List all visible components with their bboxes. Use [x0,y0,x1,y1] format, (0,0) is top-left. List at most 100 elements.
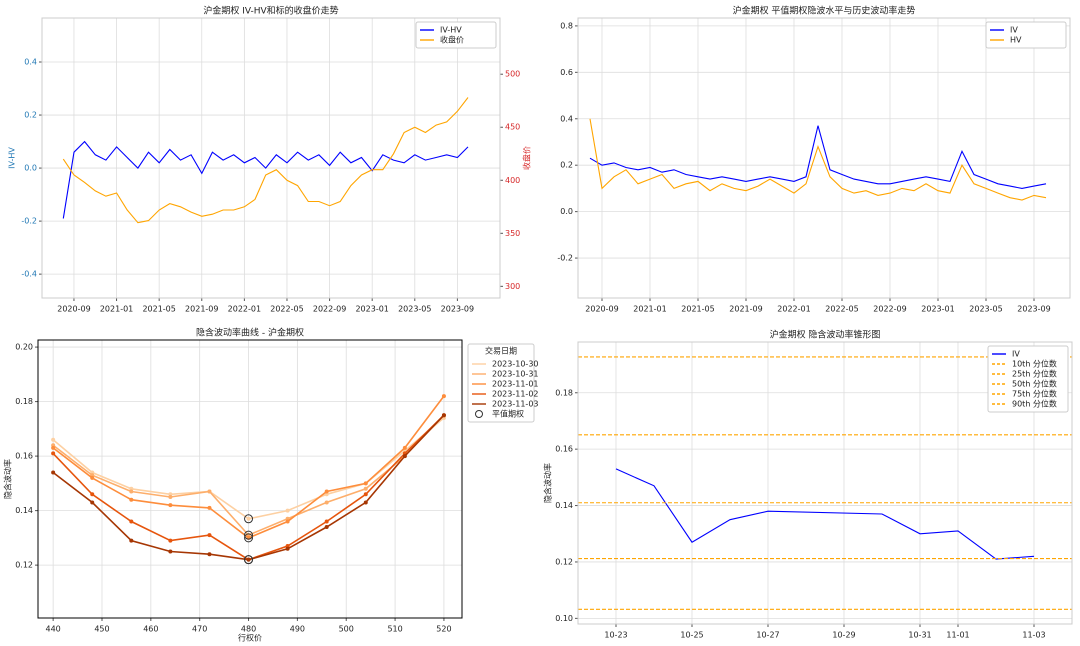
x-tick-label: 470 [192,625,207,634]
y-tick-label: -0.4 [21,270,37,279]
x-tick-label: 10-25 [680,631,703,640]
x-tick-label: 2021-01 [100,305,133,314]
data-point [324,519,329,524]
x-tick-label: 2021-09 [729,305,762,314]
data-point [207,552,212,557]
legend-symbol [475,410,483,418]
data-point [285,546,290,551]
legend-box [985,21,1067,49]
data-point [129,519,134,524]
chart-title: 沪金期权 IV-HV和标的收盘价走势 [203,5,338,17]
chart-title: 隐含波动率曲线 - 沪金期权 [196,327,304,339]
data-point [363,486,368,491]
series-line [615,468,1035,560]
y2-tick-label: 300 [505,282,520,291]
y-tick-label: 0.18 [15,397,33,406]
data-point [441,394,446,399]
data-point [51,451,56,456]
data-point [51,437,56,442]
legend-label: 75th 分位数 [1012,389,1057,399]
legend-label: 2023-11-02 [492,390,539,399]
x-tick-label: 2022-09 [873,305,906,314]
x-tick-label: 480 [241,625,256,634]
x-tick-label: 500 [339,625,354,634]
x-tick-label: 2022-05 [825,305,858,314]
legend-label: 2023-10-30 [492,360,539,369]
legend-label: HV [1010,36,1022,45]
y-tick-label: -0.2 [21,217,37,226]
x-tick-label: 11-03 [1022,631,1045,640]
legend-box [987,345,1069,413]
data-point [168,494,173,499]
legend-label: IV [1010,26,1018,35]
legend-label: 10th 分位数 [1012,359,1057,369]
data-point [207,533,212,538]
x-tick-label: 2020-09 [585,305,618,314]
data-point [129,489,134,494]
y-axis-label: 隐含波动率 [543,463,553,503]
x-tick-label: 460 [143,625,158,634]
legend-label: 2023-11-01 [492,380,539,389]
plot-area [578,18,1070,298]
atm-marker [244,514,254,524]
data-point [90,475,95,480]
x-tick-label: 2023-09 [1017,305,1050,314]
x-tick-label: 11-01 [946,631,969,640]
atm-marker [244,533,254,543]
data-point [168,538,173,543]
data-point [402,445,407,450]
legend-label: 25th 分位数 [1012,369,1057,379]
x-axis-label: 行权价 [238,633,262,643]
series-line [62,97,469,224]
data-point [441,413,446,418]
plot-area [42,18,500,298]
y-axis-label: IV-HV [8,147,17,169]
y-tick-label: 0.8 [560,21,573,30]
y-tick-label: -0.2 [557,254,573,263]
data-point [90,500,95,505]
data-point [324,500,329,505]
legend-label: 50th 分位数 [1012,379,1057,389]
y-tick-label: 0.14 [15,506,33,515]
data-point [324,489,329,494]
atm-marker [244,530,254,540]
data-point [324,524,329,529]
data-point [246,557,251,562]
y-tick-label: 0.2 [560,161,573,170]
plot-frame [577,341,1073,625]
legend-label: IV [1012,350,1020,359]
series-line [62,140,469,219]
atm-marker [244,555,254,565]
data-point [51,470,56,475]
plot-frame [37,339,463,619]
data-point [90,492,95,497]
y2-tick-label: 400 [505,176,520,185]
y-tick-label: 0.18 [555,388,573,397]
y-tick-label: 0.0 [560,207,573,216]
legend-label: 2023-11-03 [492,400,539,409]
series-line [589,118,1047,201]
legend-label: 2023-10-31 [492,370,539,379]
data-point [51,445,56,450]
data-point [129,497,134,502]
data-point [207,489,212,494]
data-point [363,481,368,486]
y-tick-label: 0.4 [24,58,37,67]
x-tick-label: 450 [94,625,109,634]
series-line [589,125,1047,189]
legend-label: 平值期权 [492,409,524,419]
x-tick-label: 510 [387,625,402,634]
x-tick-label: 2020-09 [57,305,90,314]
data-point [363,500,368,505]
y-tick-label: 0.20 [15,343,33,352]
data-point [363,492,368,497]
x-tick-label: 10-29 [832,631,855,640]
data-point [168,549,173,554]
y-tick-label: 0.10 [555,614,573,623]
x-tick-label: 440 [46,625,61,634]
y-tick-label: 0.16 [555,445,573,454]
data-point [207,505,212,510]
y-tick-label: 0.4 [560,114,573,123]
x-tick-label: 10-23 [604,631,627,640]
